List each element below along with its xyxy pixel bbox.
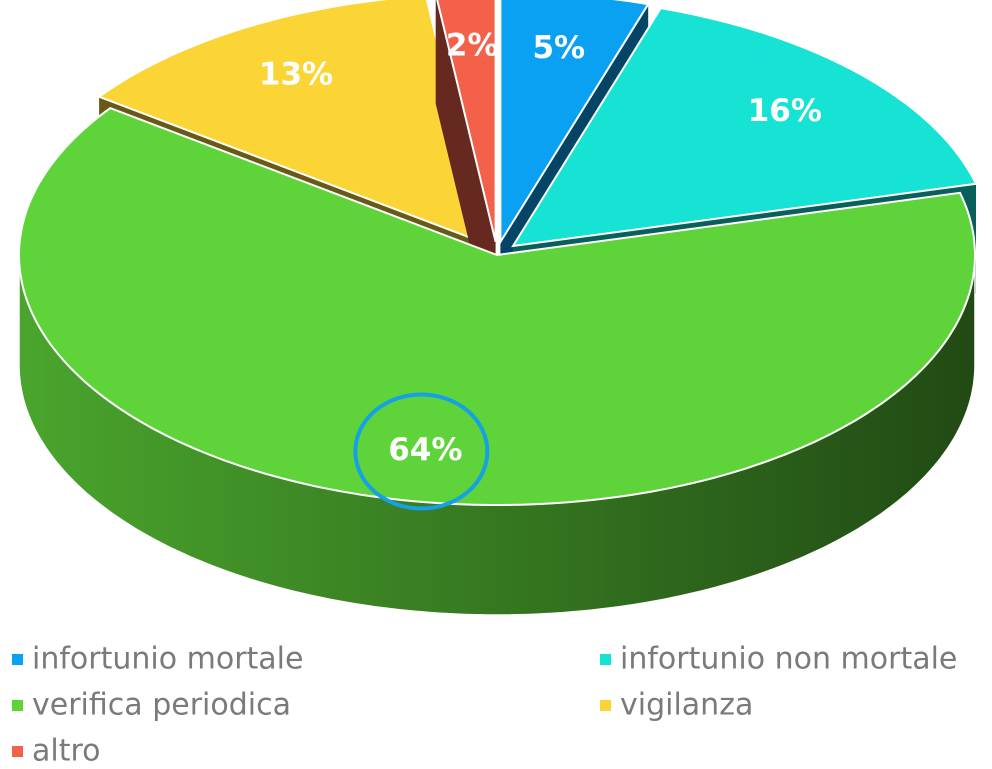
legend-label: altro [32, 734, 101, 769]
legend-label: vigilanza [620, 688, 753, 723]
slice-top [499, 0, 650, 246]
data-label: 13% [259, 56, 333, 92]
slice-top [96, 0, 488, 246]
legend-swatch [600, 654, 611, 665]
legend-swatch [600, 700, 611, 711]
data-label: 2% [446, 28, 499, 64]
legend-label: infortunio mortale [32, 642, 303, 677]
slice-top [511, 7, 978, 248]
data-label: 5% [532, 30, 585, 66]
legend-swatch [12, 700, 23, 711]
data-label: 16% [748, 93, 822, 129]
data-label: 64% [388, 432, 462, 468]
legend-swatch [12, 746, 23, 757]
highlight-circle [353, 392, 490, 511]
legend-label: verifica periodica [32, 688, 291, 723]
legend-swatch [12, 654, 23, 665]
legend-label: infortunio non mortale [620, 642, 957, 677]
slice-top [436, 0, 497, 243]
slice-top [18, 106, 976, 506]
slice [18, 106, 976, 616]
